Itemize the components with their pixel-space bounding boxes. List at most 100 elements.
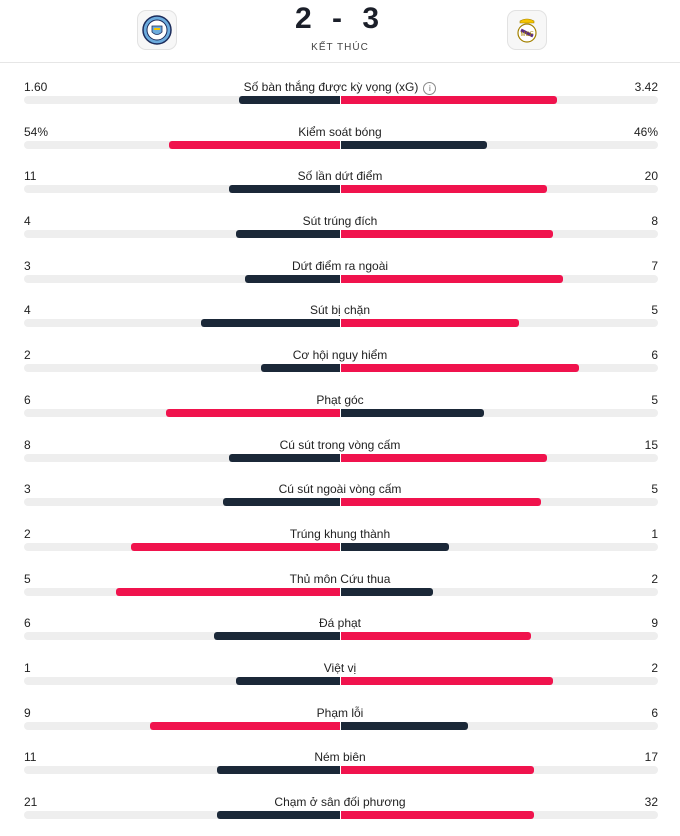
stat-home-track xyxy=(24,96,340,104)
stat-away-value: 32 xyxy=(644,795,658,809)
stat-home-bar xyxy=(229,185,340,194)
stat-label-text: Phạm lỗi xyxy=(316,705,364,720)
stat-home-track xyxy=(24,587,340,596)
stat-label-text: Số bàn thắng được kỳ vọng (xG) xyxy=(243,80,419,94)
stat-label-text: Thủ môn Cứu thua xyxy=(289,571,391,586)
stat-label: Ném biên xyxy=(0,750,680,764)
real-madrid-crest-icon: MCF xyxy=(517,18,537,43)
stat-home-bar xyxy=(169,140,340,149)
stat-home-value: 6 xyxy=(24,616,31,631)
stat-label-text: Đá phạt xyxy=(318,616,362,631)
stat-away-bar xyxy=(341,811,534,819)
stat-home-track xyxy=(24,364,340,373)
stat-label: Thủ môn Cứu thua xyxy=(0,572,680,586)
stat-home-track xyxy=(24,766,340,775)
stat-away-bar xyxy=(341,230,553,239)
stat-away-track xyxy=(341,587,658,596)
stat-away-track xyxy=(341,632,658,641)
stat-away-track xyxy=(341,498,658,507)
stat-away-track xyxy=(341,811,658,819)
stat-away-value: 6 xyxy=(651,705,658,720)
stat-label: Trúng khung thành xyxy=(0,527,680,541)
stat-home-track xyxy=(24,721,340,730)
info-icon[interactable]: i xyxy=(423,82,437,95)
stat-away-value: 2 xyxy=(651,571,658,586)
stat-away-track xyxy=(341,364,658,373)
stat-label-text: Số lần dứt điểm xyxy=(297,169,383,184)
stat-away-value: 5 xyxy=(651,303,658,318)
stat-home-bar xyxy=(236,676,340,685)
stat-away-value: 6 xyxy=(651,348,658,363)
stat-home-value: 6 xyxy=(24,392,31,407)
stat-away-bar xyxy=(341,140,487,149)
stat-away-track xyxy=(341,96,658,104)
stat-home-value: 2 xyxy=(24,526,31,541)
stat-label-text: Dứt điểm ra ngoài xyxy=(291,258,389,273)
match-score: 2 - 3 xyxy=(294,2,386,35)
stat-label: Cú sút ngoài vòng cấm xyxy=(0,482,680,496)
stat-label-text: Sút trúng đích xyxy=(302,214,378,229)
stat-home-track xyxy=(24,811,340,819)
stat-row: 9 Phạm lỗi 6 xyxy=(0,690,680,735)
stat-row: 5 Thủ môn Cứu thua 2 xyxy=(0,556,680,601)
stat-home-value: 4 xyxy=(24,303,31,318)
stat-home-value: 3 xyxy=(24,482,31,497)
stat-label-text: Cơ hội nguy hiểm xyxy=(292,348,388,363)
stat-home-bar xyxy=(239,96,340,104)
stat-home-track xyxy=(24,453,340,462)
stat-row: 1.60 Số bàn thắng được kỳ vọng (xG) i 3.42 xyxy=(0,64,680,109)
stat-home-track xyxy=(24,319,340,328)
stat-row: 2 Trúng khung thành 1 xyxy=(0,511,680,556)
stat-away-bar xyxy=(341,185,547,194)
stat-away-bar xyxy=(341,542,449,551)
stat-away-track xyxy=(341,542,658,551)
stat-label-text: Trúng khung thành xyxy=(289,526,391,541)
stat-away-track xyxy=(341,408,658,417)
away-team-crest[interactable]: MCF xyxy=(507,10,547,50)
stat-label-text: Cú sút trong vòng cấm xyxy=(279,437,401,452)
stats-list: 1.60 Số bàn thắng được kỳ vọng (xG) i 3.42 5… xyxy=(0,64,680,824)
stat-label-text: Cú sút ngoài vòng cấm xyxy=(278,482,402,497)
match-status: KẾT THÚC xyxy=(311,42,369,53)
stat-home-value: 8 xyxy=(24,437,31,452)
stat-label: Cú sút trong vòng cấm xyxy=(0,438,680,452)
stat-label: Kiểm soát bóng xyxy=(0,125,680,139)
stat-home-bar xyxy=(131,542,340,551)
stat-home-bar xyxy=(201,319,340,328)
stat-home-bar xyxy=(150,721,340,730)
stat-away-value: 17 xyxy=(644,750,658,765)
stat-label: Phạm lỗi xyxy=(0,706,680,720)
stat-away-bar xyxy=(341,453,547,462)
stat-home-bar xyxy=(166,408,340,417)
stat-label-text: Kiểm soát bóng xyxy=(298,124,382,139)
stat-away-track xyxy=(341,140,658,149)
stat-label-text: Chạm ở sân đối phương xyxy=(274,795,406,809)
stat-home-value: 9 xyxy=(24,705,31,720)
stat-label: Số bàn thắng được kỳ vọng (xG) i xyxy=(0,80,680,95)
stat-home-bar xyxy=(229,453,340,462)
stat-home-bar xyxy=(116,587,340,596)
stat-label-text: Phạt góc xyxy=(316,392,364,407)
stat-away-track xyxy=(341,274,658,283)
stat-home-value: 2 xyxy=(24,348,31,363)
stat-row: 4 Sút trúng đích 8 xyxy=(0,198,680,243)
stat-label-text: Ném biên xyxy=(314,750,366,765)
stat-row: 3 Cú sút ngoài vòng cấm 5 xyxy=(0,466,680,511)
stat-label-text: Việt vị xyxy=(323,660,357,675)
stat-away-value: 9 xyxy=(651,616,658,631)
stat-home-bar xyxy=(217,766,340,775)
stat-row: 6 Đá phạt 9 xyxy=(0,600,680,645)
stat-label: Cơ hội nguy hiểm xyxy=(0,348,680,362)
stat-label: Sút trúng đích xyxy=(0,214,680,228)
stat-row: 4 Sút bị chặn 5 xyxy=(0,287,680,332)
svg-text:MCF: MCF xyxy=(521,32,534,38)
stat-away-value: 15 xyxy=(644,437,658,452)
stat-away-track xyxy=(341,453,658,462)
stat-home-value: 4 xyxy=(24,214,31,229)
stat-home-track xyxy=(24,498,340,507)
home-team-crest[interactable] xyxy=(137,10,177,50)
stat-away-track xyxy=(341,676,658,685)
stat-home-bar xyxy=(223,498,340,507)
stat-away-track xyxy=(341,230,658,239)
stat-home-track xyxy=(24,408,340,417)
